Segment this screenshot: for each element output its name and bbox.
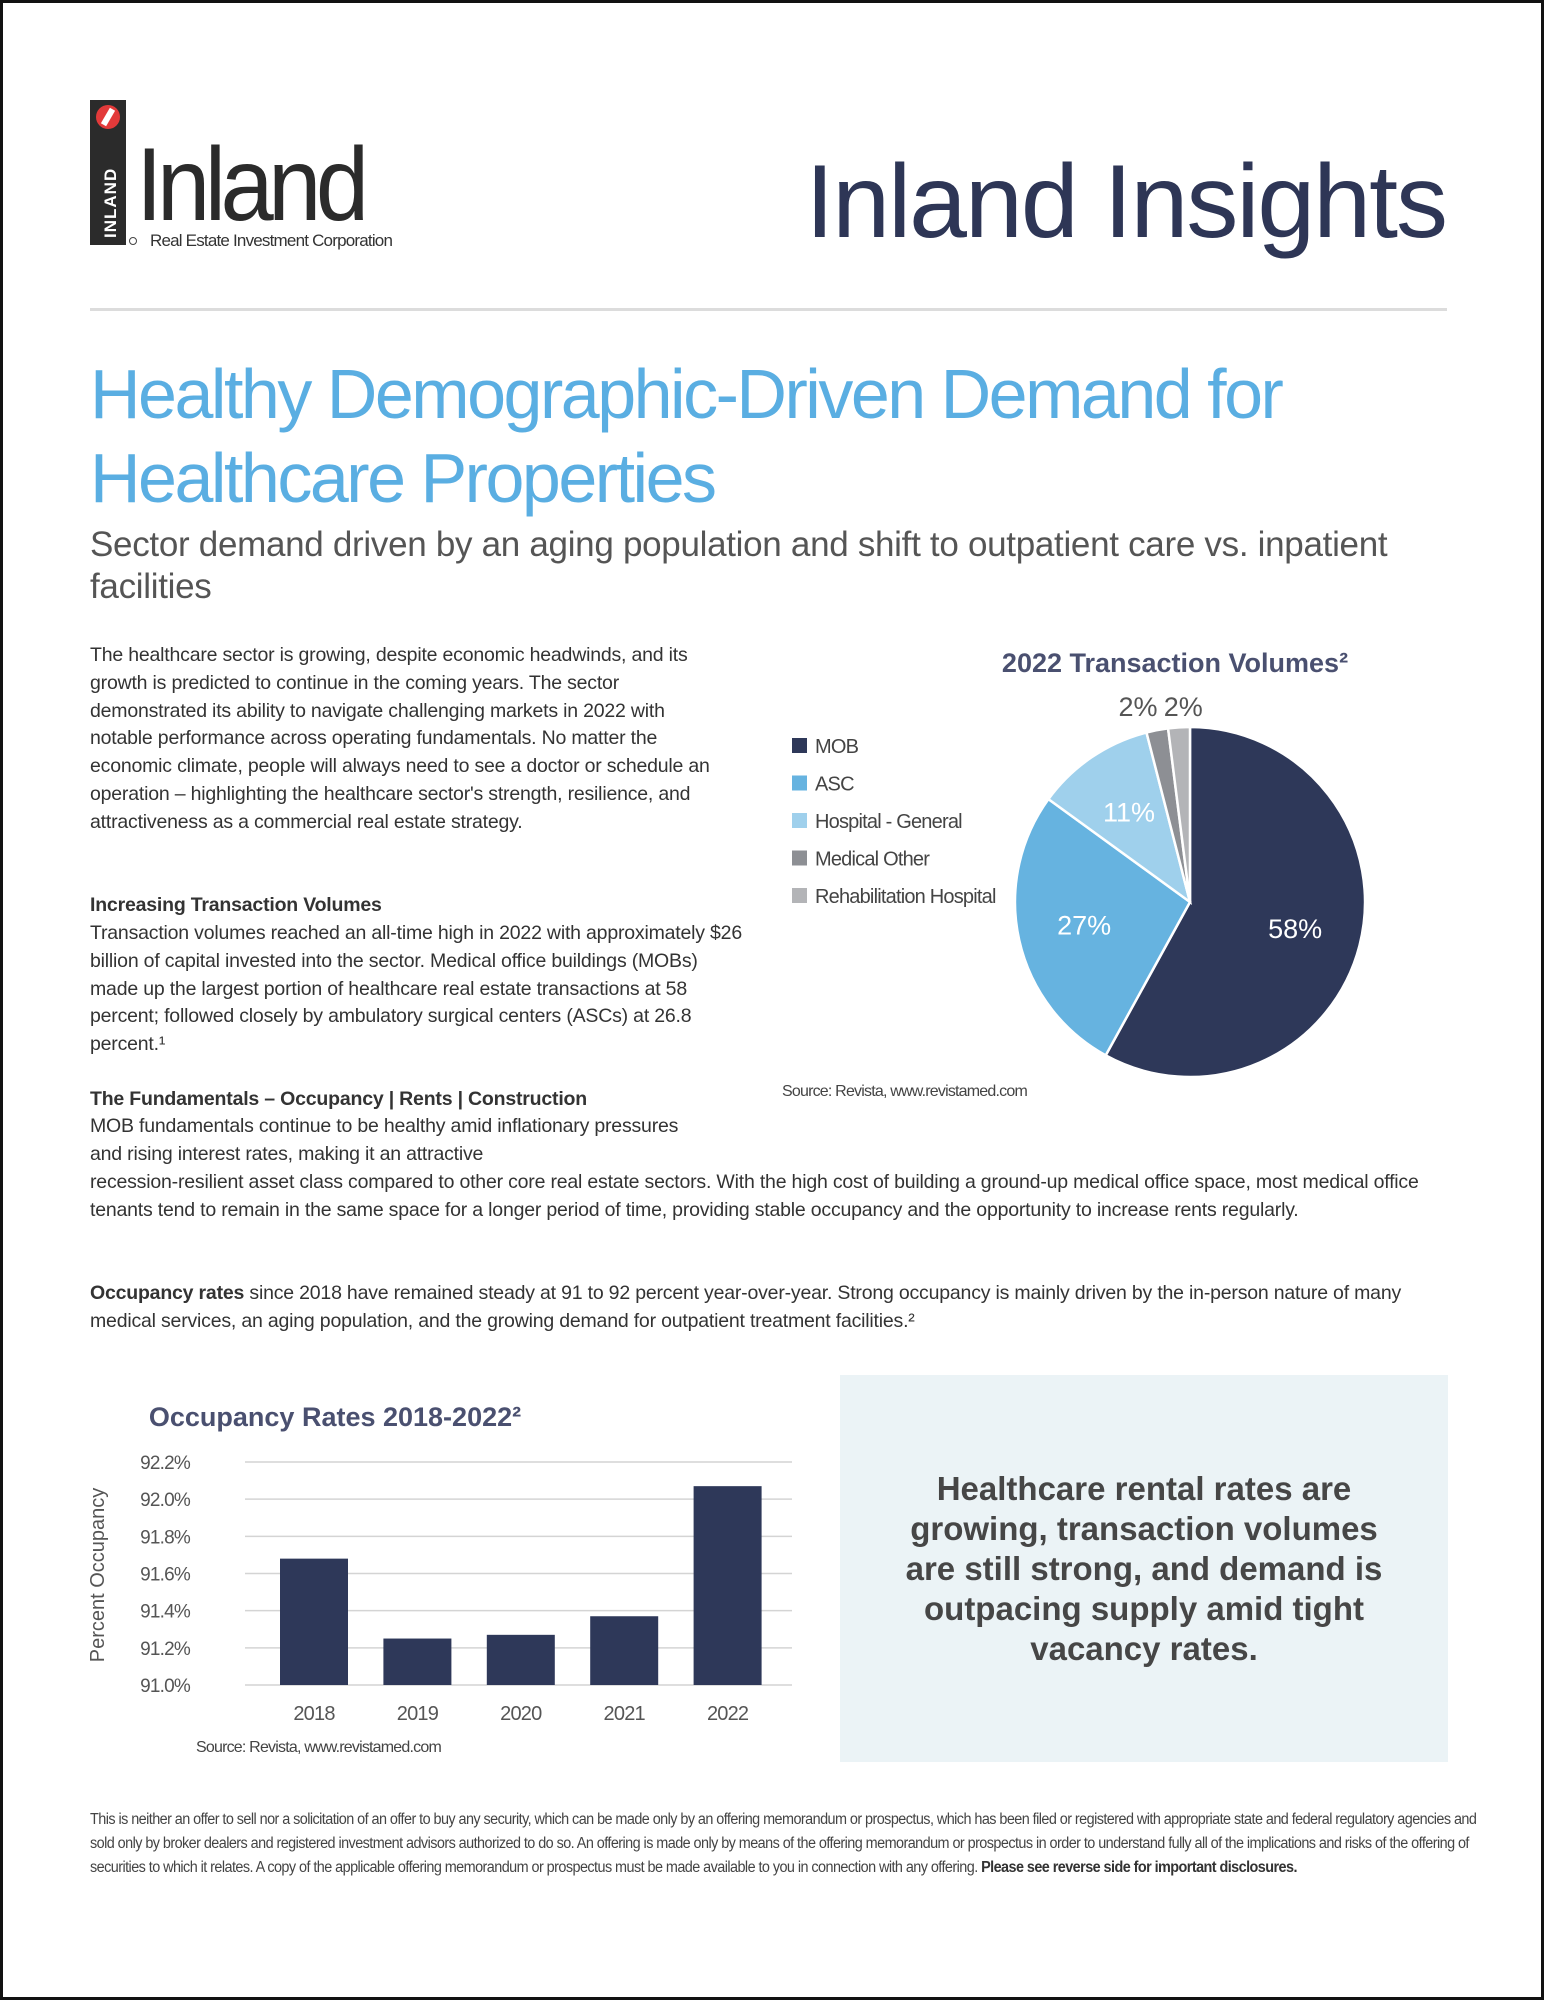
legend-label: Hospital - General: [815, 811, 962, 833]
legend-swatch: [792, 775, 807, 791]
bar-2018: [280, 1558, 348, 1685]
occupancy-lead: Occupancy rates: [90, 1282, 245, 1304]
logo-tagline: Real Estate Investment Corporation: [150, 231, 392, 250]
page-title: Healthy Demographic-Driven Demand for He…: [90, 355, 1284, 517]
disclaimer-bold: Please see reverse side for important di…: [981, 1859, 1297, 1876]
x-tick-label: 2020: [500, 1703, 542, 1725]
inland-logo: INLAND Inland Real Estate Investment Cor…: [90, 100, 393, 250]
header-divider: [90, 308, 1447, 311]
y-tick-label: 91.8%: [140, 1527, 191, 1548]
intro-paragraph: The healthcare sector is growing, despit…: [90, 644, 710, 833]
callout-text: Healthcare rental rates are growing, tra…: [905, 1469, 1383, 1667]
pie-data-label: 27%: [1057, 911, 1111, 941]
logo-vertical-text: INLAND: [101, 168, 120, 238]
legend-swatch: [792, 850, 807, 866]
pie-data-label: 58%: [1268, 914, 1322, 944]
bar-2020: [486, 1634, 555, 1685]
fundamentals-heading: The Fundamentals – Occupancy | Rents | C…: [90, 1088, 587, 1110]
logo-wordmark: Inland: [136, 127, 364, 243]
pie-slice-mob: [1103, 725, 1367, 1079]
y-tick-label: 91.6%: [140, 1565, 191, 1586]
pie-data-label: 2%: [1164, 692, 1203, 722]
legend-swatch: [792, 888, 807, 903]
pie-slice-asc: [1013, 797, 1192, 1058]
transactions-paragraph: Transaction volumes reached an all-time …: [90, 922, 742, 1056]
occupancy-paragraph: Occupancy rates since 2018 have remained…: [90, 1280, 1460, 1336]
fundamentals-paragraph-start: MOB fundamentals continue to be healthy …: [90, 1115, 679, 1165]
pie-data-label: 2%: [1118, 692, 1157, 722]
bar-2021: [590, 1616, 659, 1685]
transactions-heading: Increasing Transaction Volumes: [90, 894, 382, 916]
pie-source: Source: Revista, www.revistamed.com: [782, 1083, 1027, 1100]
y-tick-label: 91.4%: [140, 1602, 191, 1623]
pie-title: 2022 Transaction Volumes²: [1002, 648, 1348, 678]
x-tick-label: 2022: [707, 1703, 749, 1725]
legend-label: Rehabilitation Hospital: [815, 886, 996, 908]
callout-box: Healthcare rental rates are growing, tra…: [840, 1375, 1448, 1762]
pie-data-label: 11%: [1103, 797, 1155, 827]
fundamentals-paragraph-cont: recession-resilient asset class compared…: [90, 1171, 1419, 1221]
legend-swatch: [792, 738, 807, 753]
bar-ylabel: Percent Occupancy: [87, 1488, 109, 1663]
pie-slice-hospital-general: [1046, 730, 1193, 906]
disclaimer-text: This is neither an offer to sell nor a s…: [90, 1811, 1477, 1876]
y-tick-label: 91.2%: [140, 1639, 191, 1660]
publication-title: Inland Insights: [805, 144, 1448, 260]
legend-label: Medical Other: [815, 849, 930, 871]
y-tick-label: 91.0%: [140, 1676, 191, 1697]
y-tick-label: 92.0%: [140, 1490, 191, 1511]
y-tick-label: 92.2%: [140, 1453, 191, 1474]
bar-2022: [693, 1486, 762, 1685]
disclaimer: This is neither an offer to sell nor a s…: [90, 1808, 1485, 1880]
legend-swatch: [792, 813, 807, 828]
pie-chart: 2022 Transaction Volumes² 58%27%11%2% 2% …: [782, 648, 1367, 1100]
pie-slice-rehabilitation-hospital: [1166, 725, 1192, 903]
x-tick-label: 2021: [604, 1703, 646, 1725]
bar-title: Occupancy Rates 2018-2022²: [149, 1402, 521, 1432]
bar-source: Source: Revista, www.revistamed.com: [196, 1739, 441, 1756]
page-subtitle: Sector demand driven by an aging populat…: [90, 525, 1388, 606]
x-tick-label: 2019: [397, 1703, 439, 1725]
x-tick-label: 2018: [293, 1703, 335, 1725]
bar-chart: Occupancy Rates 2018-2022² Percent Occup…: [87, 1402, 792, 1756]
legend-label: ASC: [815, 774, 854, 796]
bar-2019: [383, 1638, 452, 1685]
occupancy-text: since 2018 have remained steady at 91 to…: [90, 1282, 1402, 1332]
legend-label: MOB: [815, 736, 859, 758]
